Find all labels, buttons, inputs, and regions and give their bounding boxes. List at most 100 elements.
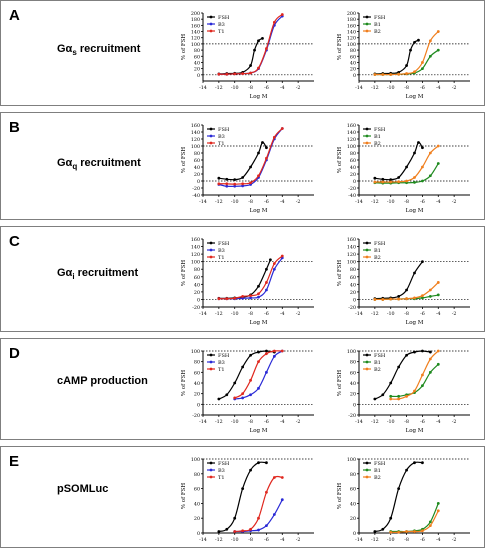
data-point-fsh bbox=[397, 176, 401, 179]
legend-label: FSH bbox=[218, 127, 230, 133]
x-tick-label: -4 bbox=[280, 199, 285, 205]
series-line-b3 bbox=[218, 128, 283, 187]
data-point-t1 bbox=[233, 296, 237, 300]
x-axis-label: Log M bbox=[406, 94, 424, 100]
data-point-t1 bbox=[233, 182, 237, 186]
x-tick-label: -14 bbox=[355, 85, 363, 91]
y-tick-label: 0 bbox=[353, 179, 356, 185]
data-point-b3 bbox=[225, 184, 229, 188]
x-tick-label: -6 bbox=[420, 199, 425, 205]
legend-label: B3 bbox=[218, 22, 225, 28]
data-point-b1 bbox=[428, 370, 432, 374]
legend-label: B3 bbox=[218, 360, 225, 366]
data-point-b1 bbox=[428, 295, 432, 298]
data-point-fsh bbox=[413, 350, 416, 354]
data-point-fsh bbox=[257, 39, 260, 43]
x-tick-label: -12 bbox=[371, 199, 379, 205]
data-point-fsh bbox=[265, 349, 268, 353]
data-point-t1 bbox=[280, 476, 284, 479]
x-tick-label: -4 bbox=[436, 85, 441, 91]
legend-label: B2 bbox=[374, 255, 381, 261]
y-tick-label: -40 bbox=[192, 193, 200, 199]
x-tick-label: -4 bbox=[436, 199, 441, 205]
x-axis-label: Log M bbox=[406, 208, 424, 214]
y-tick-label: 60 bbox=[350, 275, 356, 281]
y-tick-label: 0 bbox=[353, 297, 356, 303]
data-point-fsh bbox=[249, 353, 252, 357]
x-tick-label: -10 bbox=[387, 311, 395, 317]
data-point-t1 bbox=[272, 476, 276, 479]
data-point-b2 bbox=[428, 151, 432, 155]
y-tick-label: -20 bbox=[192, 413, 200, 419]
chart-d-left: -20 0 20 40 60 80 100 -14 -12 -10 -8 -6 -4 -2 % of FSH… bbox=[181, 349, 314, 434]
y-tick-label: 0 bbox=[197, 73, 200, 79]
y-tick-label: 140 bbox=[347, 30, 356, 36]
series-line-b3 bbox=[218, 257, 283, 300]
y-tick-label: 120 bbox=[191, 252, 200, 258]
series-line-b1 bbox=[390, 503, 439, 533]
data-point-b2 bbox=[436, 144, 440, 148]
x-axis-label: Log M bbox=[406, 428, 424, 434]
legend-marker bbox=[209, 127, 213, 131]
y-tick-label: 160 bbox=[191, 123, 200, 129]
data-point-t1 bbox=[265, 47, 268, 50]
data-point-fsh bbox=[409, 48, 412, 52]
y-tick-label: 40 bbox=[350, 381, 356, 387]
data-point-fsh bbox=[421, 349, 424, 353]
data-point-fsh bbox=[397, 365, 401, 369]
panel-title: Gαq recruitment bbox=[57, 157, 141, 172]
data-point-b3 bbox=[249, 393, 252, 397]
y-tick-label: 80 bbox=[350, 472, 356, 478]
x-tick-label: -10 bbox=[231, 199, 239, 205]
data-point-b2 bbox=[436, 281, 440, 284]
x-tick-label: -12 bbox=[371, 419, 379, 425]
data-point-fsh bbox=[225, 393, 229, 397]
data-point-t1 bbox=[280, 254, 284, 258]
data-point-b2 bbox=[373, 298, 377, 301]
x-tick-label: -4 bbox=[436, 311, 441, 317]
data-point-t1 bbox=[280, 349, 284, 353]
y-tick-label: 40 bbox=[194, 501, 200, 507]
y-tick-label: 100 bbox=[347, 260, 356, 266]
data-point-b1 bbox=[421, 384, 424, 388]
legend-label: B2 bbox=[374, 141, 381, 147]
y-tick-label: 60 bbox=[194, 487, 200, 493]
series-line-fsh bbox=[218, 461, 267, 533]
x-tick-label: -12 bbox=[215, 199, 223, 205]
data-point-b3 bbox=[272, 513, 276, 516]
chart-d-right: -20 0 20 40 60 80 100 -14 -12 -10 -8 -6 -4 -2 % of FSH… bbox=[337, 349, 470, 434]
legend-marker bbox=[209, 248, 213, 252]
data-point-fsh bbox=[268, 258, 272, 262]
x-tick-label: -12 bbox=[371, 311, 379, 317]
data-point-b2 bbox=[413, 70, 416, 74]
legend-marker bbox=[209, 353, 213, 357]
data-point-fsh bbox=[261, 141, 264, 144]
y-tick-label: 180 bbox=[191, 17, 200, 23]
data-point-b2 bbox=[405, 530, 408, 533]
y-axis-label: % of FSH bbox=[181, 370, 187, 397]
y-tick-label: 80 bbox=[350, 151, 356, 157]
data-point-b1 bbox=[413, 181, 416, 184]
legend-label: FSH bbox=[374, 15, 386, 21]
legend-label: T1 bbox=[218, 141, 225, 147]
y-tick-label: 0 bbox=[353, 402, 356, 408]
x-tick-label: -14 bbox=[355, 419, 363, 425]
y-tick-label: 140 bbox=[191, 245, 200, 251]
y-tick-label: 100 bbox=[191, 349, 200, 355]
legend-label: B1 bbox=[374, 134, 381, 140]
y-tick-label: 20 bbox=[194, 67, 200, 73]
data-point-b2 bbox=[389, 397, 393, 401]
data-point-fsh bbox=[241, 487, 245, 490]
x-axis-label: Log M bbox=[250, 320, 268, 326]
data-point-b2 bbox=[381, 73, 385, 76]
y-tick-label: 0 bbox=[197, 531, 200, 537]
data-point-fsh bbox=[421, 461, 424, 465]
data-point-b2 bbox=[421, 294, 424, 298]
data-point-fsh bbox=[373, 176, 377, 180]
data-point-fsh bbox=[261, 36, 264, 40]
legend-marker bbox=[365, 134, 369, 138]
x-tick-label: -12 bbox=[215, 419, 223, 425]
x-tick-label: -2 bbox=[296, 199, 301, 205]
data-point-t1 bbox=[241, 529, 245, 533]
